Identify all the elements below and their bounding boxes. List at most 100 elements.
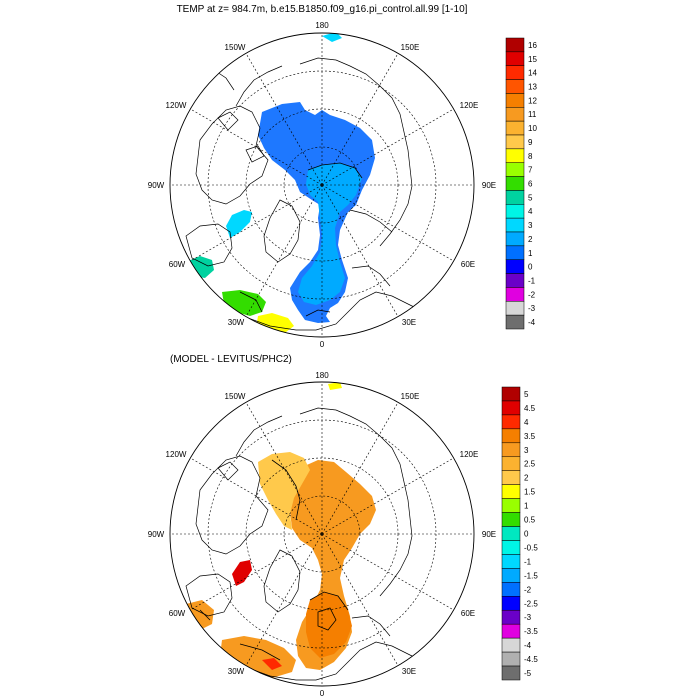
bottom-lon-90w: 90W xyxy=(148,530,165,539)
colorbar-label: -3.5 xyxy=(524,627,538,636)
colorbar-label: -3 xyxy=(528,304,536,313)
panel-top: TEMP at z= 984.7m, b.e15.B1850.f09_g16.p… xyxy=(148,4,538,349)
panel-bottom-title: (MODEL - LEVITUS/PHC2) xyxy=(170,354,292,365)
colorbar-swatch xyxy=(501,428,521,444)
colorbar-swatch xyxy=(505,120,525,136)
top-graticule xyxy=(170,33,474,337)
colorbar-swatch xyxy=(505,273,525,288)
top-lon-60e: 60E xyxy=(461,260,475,269)
colorbar-swatch xyxy=(505,37,525,53)
colorbar-label: 13 xyxy=(528,83,537,92)
colorbar-label: 0 xyxy=(524,530,529,539)
bottom-map-border xyxy=(169,381,475,687)
colorbar-swatch xyxy=(505,162,525,177)
colorbar-label: 3 xyxy=(528,221,533,230)
top-lon-30w: 30W xyxy=(228,318,245,327)
colorbar-swatch xyxy=(501,596,521,611)
colorbar-swatch xyxy=(501,456,521,471)
top-lon-120w: 120W xyxy=(166,101,187,110)
colorbar-swatch xyxy=(505,245,525,260)
bottom-lon-150w: 150W xyxy=(225,392,246,401)
colorbar-label: -0.5 xyxy=(524,543,538,552)
colorbar-label: -1 xyxy=(524,557,532,566)
colorbar-swatch xyxy=(501,554,521,569)
bottom-colorbar: 5 4.5 4 3.5 3 2.5 2 1.5 1 0.5 0 -0.5 -1 -1.5 -2 -2.5 -3 -… xyxy=(501,386,538,681)
panel-bottom-map xyxy=(170,382,474,686)
top-field-cyan-small xyxy=(226,210,252,238)
colorbar-label: 3 xyxy=(524,446,529,455)
bottom-graticule xyxy=(170,382,474,686)
bottom-field-red-small xyxy=(232,560,252,586)
top-field-cyan-inner xyxy=(298,163,362,305)
bottom-lon-150e: 150E xyxy=(401,392,420,401)
colorbar-label: 0 xyxy=(528,263,533,272)
top-lon-90w: 90W xyxy=(148,181,165,190)
colorbar-swatch xyxy=(501,512,521,527)
colorbar-swatch xyxy=(501,665,521,681)
colorbar-swatch xyxy=(501,651,521,667)
colorbar-swatch xyxy=(501,498,521,513)
colorbar-swatch xyxy=(505,204,525,219)
colorbar-swatch xyxy=(501,400,521,416)
colorbar-swatch xyxy=(501,414,521,430)
colorbar-swatch xyxy=(501,442,521,458)
colorbar-label: 1 xyxy=(528,249,533,258)
top-field-teal-60w xyxy=(186,256,214,278)
top-lon-labels: 180 150E 120E 90E 60E 30E 0 30W 60W 90W … xyxy=(148,21,496,349)
bottom-lon-30e: 30E xyxy=(402,667,416,676)
colorbar-label: 2.5 xyxy=(524,460,536,469)
colorbar-swatch xyxy=(505,148,525,163)
top-lon-30e: 30E xyxy=(402,318,416,327)
panel-top-map xyxy=(170,33,474,337)
colorbar-label: 15 xyxy=(528,55,537,64)
colorbar-label: -1.5 xyxy=(524,571,538,580)
bottom-contours xyxy=(199,459,349,661)
colorbar-label: 7 xyxy=(528,166,533,175)
colorbar-swatch xyxy=(505,93,525,108)
colorbar-swatch xyxy=(505,190,525,205)
colorbar-label: 5 xyxy=(524,390,529,399)
colorbar-label: -4.5 xyxy=(524,655,538,664)
panel-top-title: TEMP at z= 984.7m, b.e15.B1850.f09_g16.p… xyxy=(177,4,468,15)
colorbar-swatch xyxy=(505,231,525,247)
top-lon-180: 180 xyxy=(315,21,329,30)
colorbar-swatch xyxy=(501,470,521,485)
colorbar-swatch xyxy=(505,65,525,80)
colorbar-label: -4 xyxy=(524,641,532,650)
colorbar-swatch xyxy=(505,259,525,274)
colorbar-swatch xyxy=(505,217,525,233)
colorbar-label: 2 xyxy=(524,474,529,483)
colorbar-label: -2.5 xyxy=(524,599,538,608)
colorbar-swatch xyxy=(501,609,521,625)
colorbar-swatch xyxy=(505,51,525,66)
colorbar-swatch xyxy=(501,540,521,555)
colorbar-label: 9 xyxy=(528,138,533,147)
top-lon-60w: 60W xyxy=(169,260,186,269)
colorbar-label: 5 xyxy=(528,193,533,202)
colorbar-label: -2 xyxy=(524,585,532,594)
top-field-cyan-top xyxy=(322,33,342,42)
bottom-lon-labels: 180 150E 120E 90E 60E 30E 0 30W 60W 90W … xyxy=(148,371,496,698)
bottom-lon-180: 180 xyxy=(315,371,329,380)
colorbar-label: -4 xyxy=(528,318,536,327)
colorbar-swatch xyxy=(505,107,525,122)
panel-bottom: (MODEL - LEVITUS/PHC2) xyxy=(148,354,539,698)
colorbar-label: -5 xyxy=(524,669,532,678)
colorbar-label: 4 xyxy=(524,418,529,427)
colorbar-label: 8 xyxy=(528,152,533,161)
bottom-lon-120e: 120E xyxy=(460,450,479,459)
colorbar-label: -2 xyxy=(528,290,536,299)
colorbar-swatch xyxy=(505,287,525,302)
top-lon-150w: 150W xyxy=(225,43,246,52)
colorbar-label: 16 xyxy=(528,41,537,50)
bottom-field-red-30w xyxy=(262,658,282,670)
colorbar-label: 4 xyxy=(528,207,533,216)
colorbar-label: 1 xyxy=(524,502,529,511)
colorbar-swatch xyxy=(501,582,521,597)
colorbar-label: 10 xyxy=(528,124,537,133)
colorbar-swatch xyxy=(501,484,521,499)
colorbar-label: 11 xyxy=(528,110,537,119)
bottom-lon-90e: 90E xyxy=(482,530,496,539)
colorbar-swatch xyxy=(501,623,521,639)
